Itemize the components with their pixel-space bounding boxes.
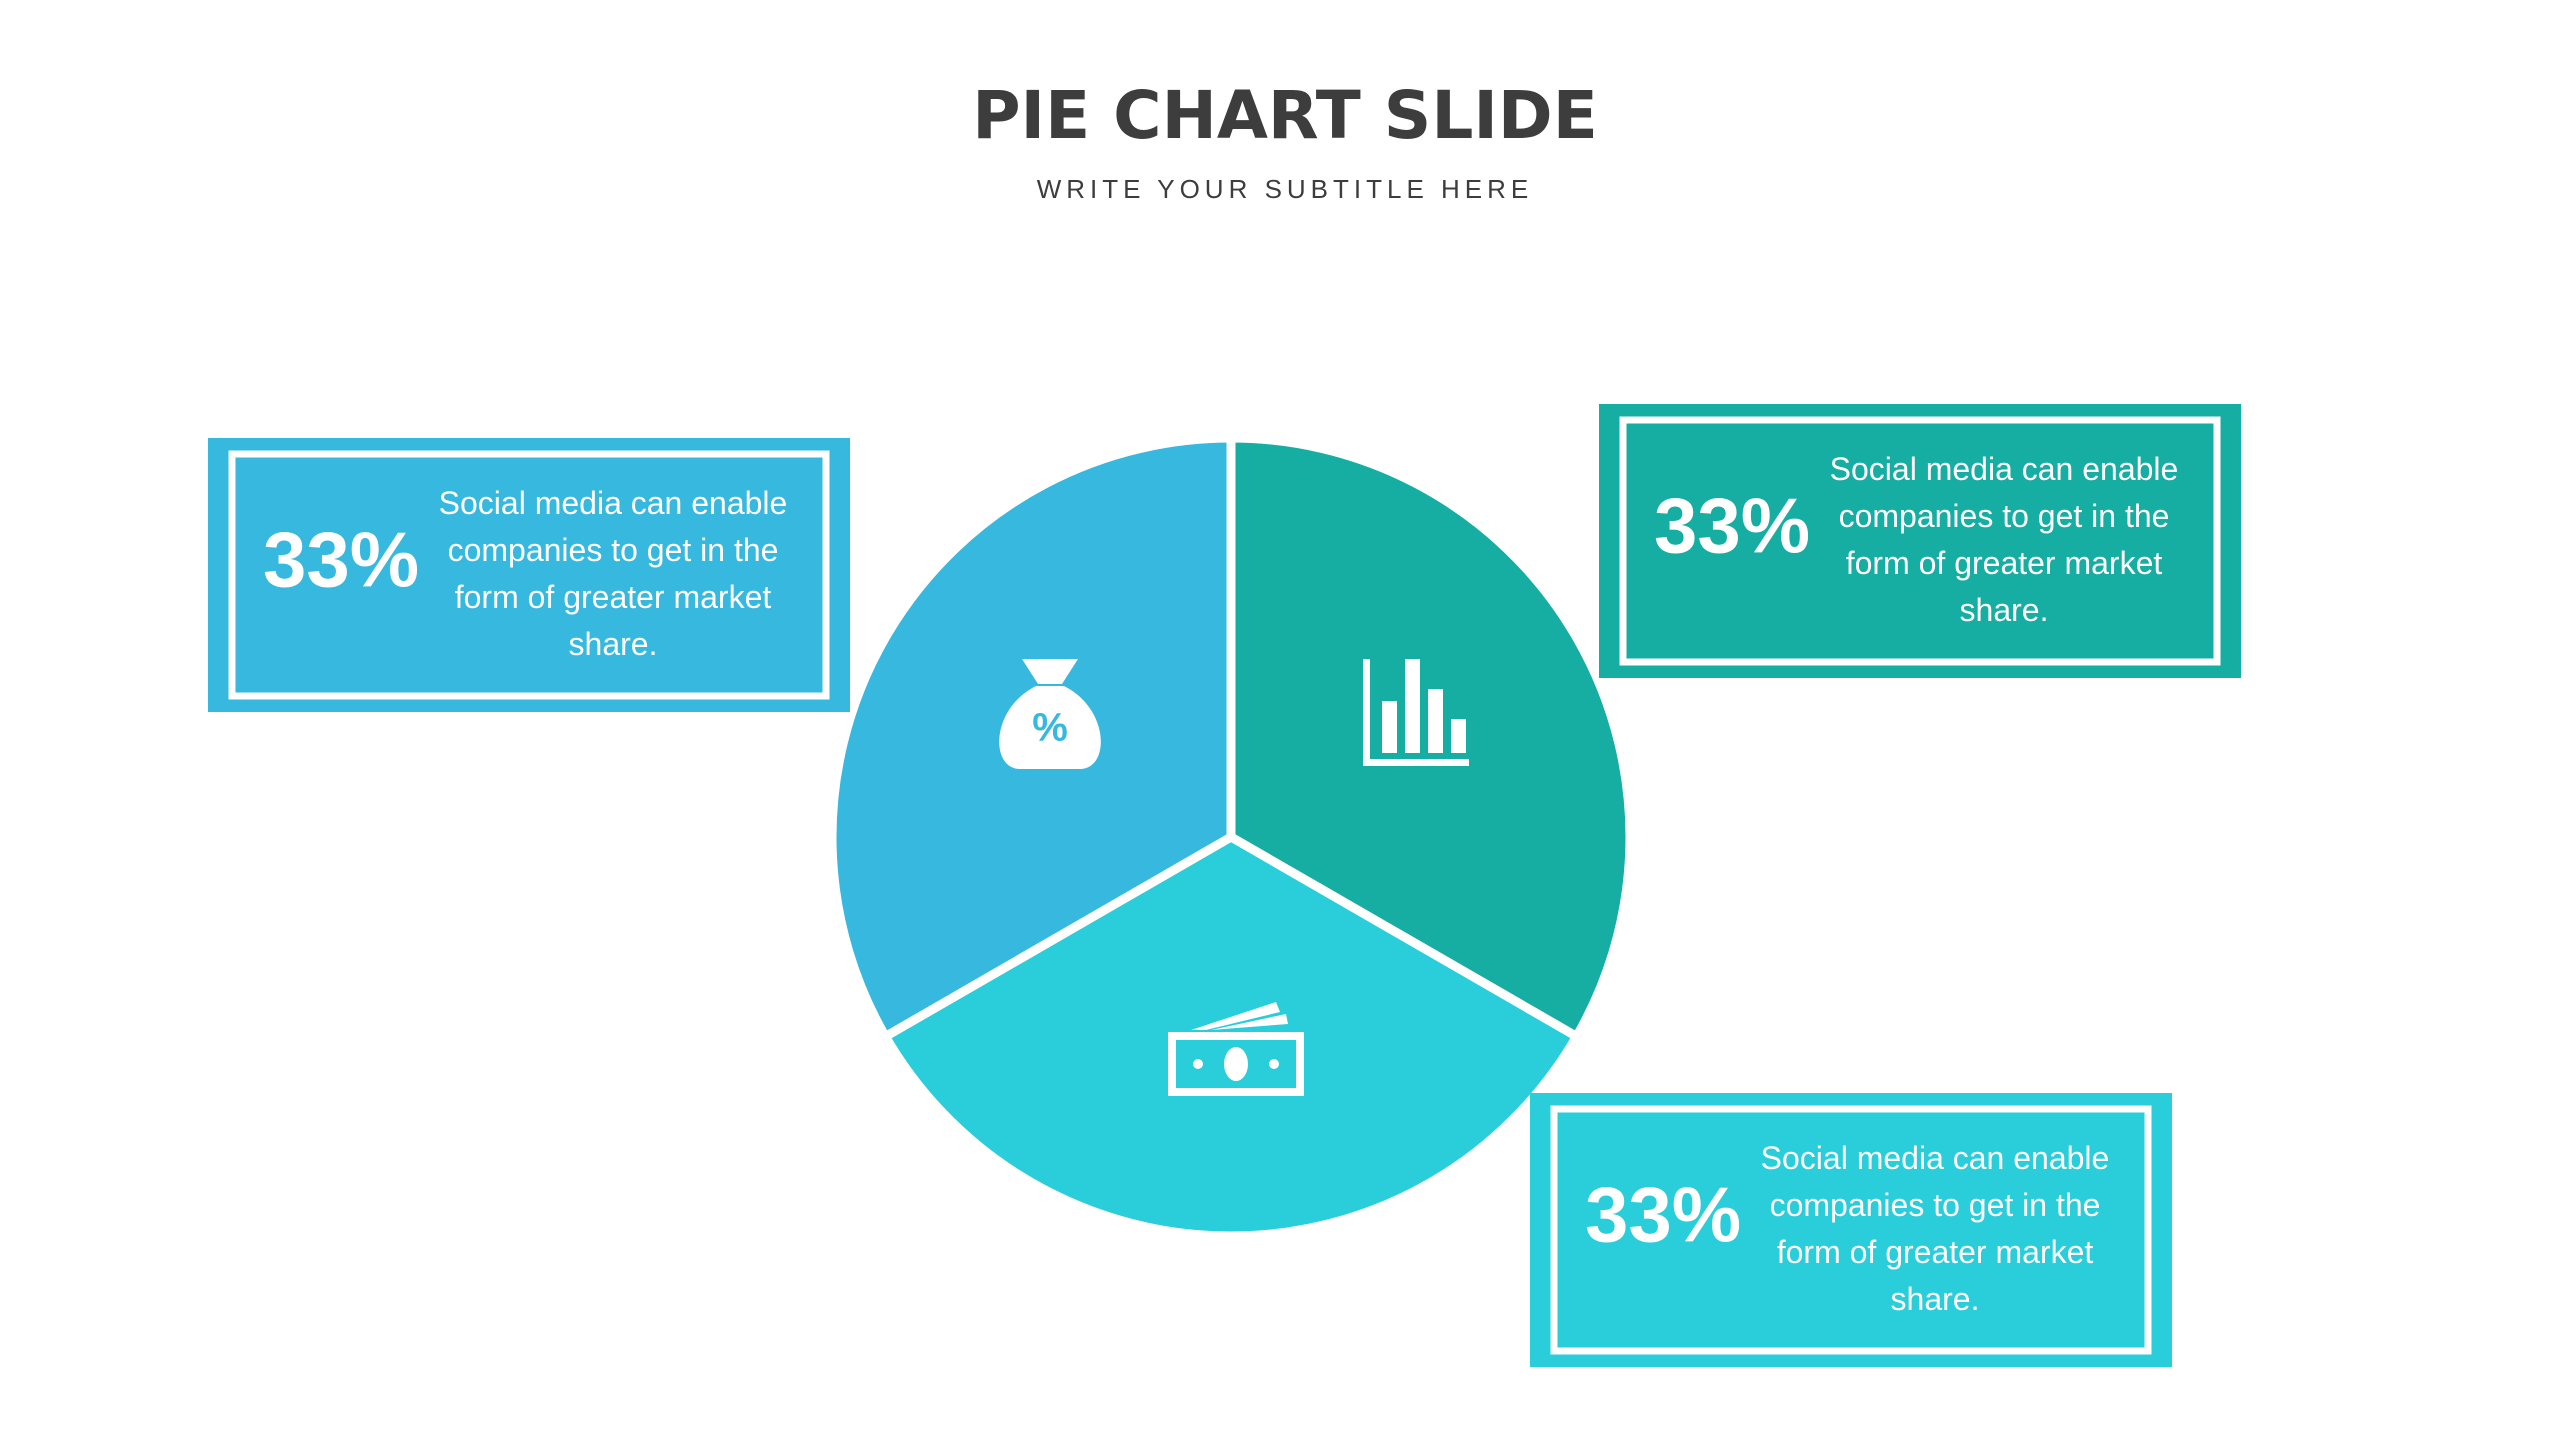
percent-label: 33%	[1585, 1171, 1741, 1259]
callout-box	[208, 438, 850, 712]
percent-label: 33%	[1654, 482, 1810, 570]
title: PIE CHART SLIDE	[972, 77, 1598, 154]
description: Social media can enable companies to get…	[438, 485, 788, 662]
description: Social media can enable companies to get…	[1760, 1140, 2110, 1317]
callout-border	[1619, 416, 2221, 666]
callouts: 33%Social media can enable companies to …	[208, 404, 2241, 1367]
subtitle: WRITE YOUR SUBTITLE HERE	[1037, 174, 1534, 204]
callout: 33%Social media can enable companies to …	[1530, 1093, 2172, 1367]
callout-border	[1550, 1105, 2152, 1355]
money-bag-icon: %	[999, 659, 1101, 769]
pie	[827, 433, 1635, 1241]
description-box: Social media can enable companies to get…	[1829, 451, 2179, 628]
cash-icon	[1168, 1002, 1304, 1096]
svg-text:%: %	[1032, 706, 1068, 750]
callout: 33%Social media can enable companies to …	[1599, 404, 2241, 678]
bar-chart-icon	[1363, 659, 1469, 766]
callout-border	[228, 450, 830, 700]
description-box: Social media can enable companies to get…	[438, 485, 788, 662]
callout-box	[1599, 404, 2241, 678]
percent-label: 33%	[263, 516, 419, 604]
description-box: Social media can enable companies to get…	[1760, 1140, 2110, 1317]
callout: 33%Social media can enable companies to …	[208, 438, 850, 712]
callout-box	[1530, 1093, 2172, 1367]
description: Social media can enable companies to get…	[1829, 451, 2179, 628]
